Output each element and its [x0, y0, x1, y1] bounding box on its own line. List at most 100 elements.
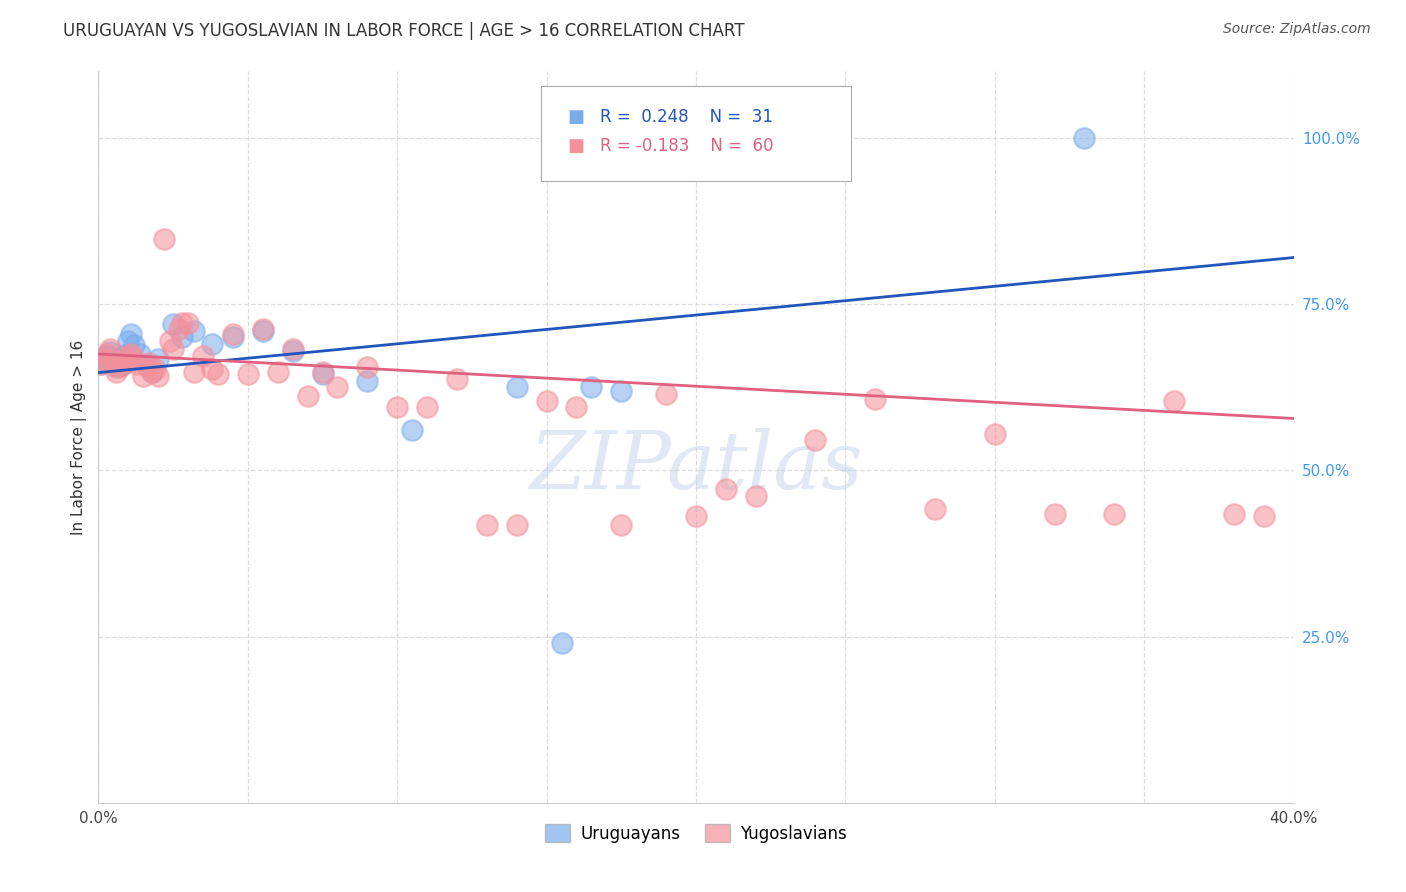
Point — [141, 365, 163, 379]
Point — [222, 326, 245, 341]
Point — [655, 387, 678, 401]
Point — [172, 330, 194, 344]
Point — [610, 517, 633, 532]
Point — [138, 356, 160, 370]
Point — [114, 356, 136, 370]
Point — [267, 365, 290, 379]
Point — [506, 517, 529, 532]
Point — [108, 360, 131, 375]
Text: R = -0.183    N =  60: R = -0.183 N = 60 — [600, 137, 773, 155]
Point — [401, 424, 423, 438]
Point — [1043, 507, 1066, 521]
Text: ZIPatlas: ZIPatlas — [529, 427, 863, 505]
Point — [135, 358, 157, 372]
FancyBboxPatch shape — [541, 86, 852, 181]
Point — [148, 351, 170, 366]
Point — [114, 348, 136, 362]
Point — [326, 380, 349, 394]
Point — [297, 389, 319, 403]
Point — [356, 360, 378, 375]
Point — [924, 502, 946, 516]
Point — [129, 347, 152, 361]
Point — [135, 358, 157, 372]
Point — [103, 357, 125, 371]
Point — [1223, 507, 1246, 521]
Point — [153, 232, 176, 246]
Point — [565, 400, 588, 414]
Point — [201, 362, 224, 376]
Point — [172, 316, 194, 330]
Point — [183, 365, 205, 379]
Point — [98, 345, 122, 359]
Point — [222, 330, 245, 344]
Point — [446, 371, 468, 385]
Point — [1073, 131, 1095, 145]
Point — [93, 353, 115, 368]
Point — [610, 384, 633, 398]
Point — [127, 357, 149, 371]
Point — [581, 380, 603, 394]
Point — [1163, 393, 1185, 408]
Point — [177, 316, 200, 330]
Point — [98, 343, 122, 357]
Point — [685, 508, 707, 523]
Point — [416, 400, 439, 414]
Point — [281, 343, 304, 358]
Text: Source: ZipAtlas.com: Source: ZipAtlas.com — [1223, 22, 1371, 37]
Point — [143, 362, 166, 376]
Point — [124, 351, 146, 366]
Point — [105, 360, 128, 375]
Point — [117, 334, 139, 348]
Point — [475, 517, 498, 532]
Point — [103, 356, 125, 370]
Point — [120, 347, 142, 361]
Point — [714, 482, 737, 496]
Text: ■: ■ — [567, 108, 583, 126]
Legend: Uruguayans, Yugoslavians: Uruguayans, Yugoslavians — [538, 818, 853, 849]
Point — [252, 322, 274, 336]
Point — [236, 367, 259, 381]
Point — [111, 357, 134, 371]
Point — [356, 374, 378, 388]
Point — [1253, 508, 1275, 523]
Point — [1104, 507, 1126, 521]
Point — [191, 349, 214, 363]
Point — [111, 358, 134, 372]
Point — [117, 349, 139, 363]
Point — [96, 347, 118, 361]
Point — [120, 326, 142, 341]
Point — [183, 324, 205, 338]
Point — [201, 337, 224, 351]
Point — [311, 365, 333, 379]
Point — [745, 489, 768, 503]
Point — [105, 365, 128, 379]
Point — [167, 322, 190, 336]
Point — [124, 338, 146, 352]
Point — [141, 365, 163, 379]
Point — [90, 357, 112, 371]
Point — [281, 343, 304, 357]
Point — [93, 351, 115, 366]
Point — [536, 393, 558, 408]
Point — [96, 349, 118, 363]
Point — [804, 434, 827, 448]
Point — [207, 367, 229, 381]
Point — [385, 400, 409, 414]
Point — [132, 368, 155, 383]
Point — [162, 317, 184, 331]
Point — [108, 351, 131, 366]
Point — [90, 357, 112, 371]
Point — [550, 636, 572, 650]
Point — [311, 367, 333, 381]
Point — [148, 368, 170, 383]
Point — [159, 334, 181, 348]
Text: ■: ■ — [567, 137, 583, 155]
Y-axis label: In Labor Force | Age > 16: In Labor Force | Age > 16 — [72, 340, 87, 534]
Point — [506, 380, 529, 394]
Point — [162, 343, 184, 357]
Point — [865, 392, 887, 406]
Text: URUGUAYAN VS YUGOSLAVIAN IN LABOR FORCE | AGE > 16 CORRELATION CHART: URUGUAYAN VS YUGOSLAVIAN IN LABOR FORCE … — [63, 22, 745, 40]
Point — [252, 324, 274, 338]
Point — [984, 426, 1007, 441]
Text: R =  0.248    N =  31: R = 0.248 N = 31 — [600, 108, 773, 126]
